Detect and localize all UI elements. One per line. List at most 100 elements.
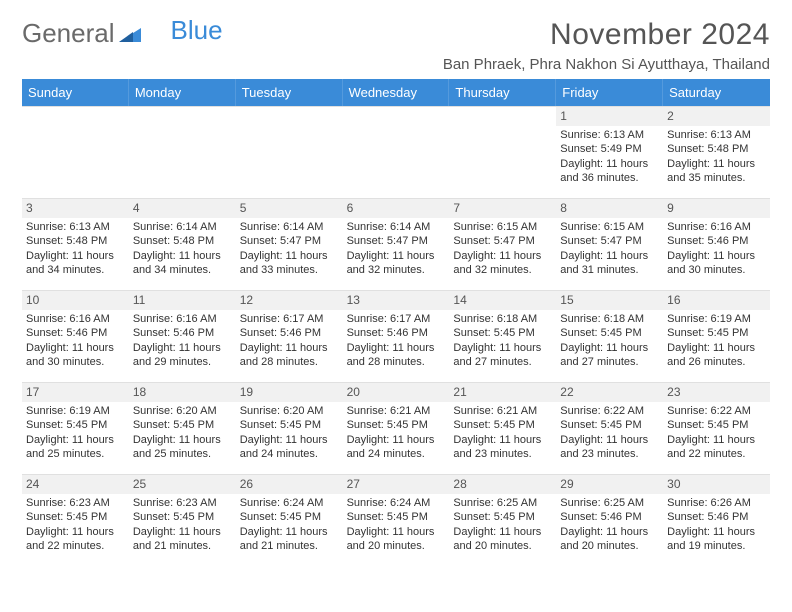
- calendar-cell: 8Sunrise: 6:15 AMSunset: 5:47 PMDaylight…: [556, 198, 663, 290]
- calendar-cell: 12Sunrise: 6:17 AMSunset: 5:46 PMDayligh…: [236, 290, 343, 382]
- cell-line: Sunset: 5:45 PM: [453, 418, 552, 432]
- calendar-cell: 15 Sunrise: 6:18 AMSunset: 5:45 PMDayligh…: [556, 290, 663, 382]
- calendar-cell: 20Sunrise: 6:21 AMSunset: 5:45 PMDayligh…: [343, 382, 450, 474]
- cell-line: Daylight: 11 hours and 20 minutes.: [560, 525, 659, 553]
- calendar-cell: 10Sunrise: 6:16 AMSunset: 5:46 PMDayligh…: [22, 290, 129, 382]
- calendar-cell: 6Sunrise: 6:14 AMSunset: 5:47 PMDaylight…: [343, 198, 450, 290]
- calendar-cell: 2Sunrise: 6:13 AMSunset: 5:48 PMDaylight…: [663, 106, 770, 198]
- cell-line: Sunrise: 6:19 AM: [667, 312, 766, 326]
- cell-line: Daylight: 11 hours and 32 minutes.: [347, 249, 446, 277]
- cell-line: Sunrise: 6:20 AM: [240, 404, 339, 418]
- cell-line: Daylight: 11 hours and 23 minutes.: [560, 433, 659, 461]
- cell-line: Sunset: 5:46 PM: [667, 510, 766, 524]
- cell-line: Sunset: 5:45 PM: [26, 510, 125, 524]
- calendar-cell: 22Sunrise: 6:22 AMSunset: 5:45 PMDayligh…: [556, 382, 663, 474]
- cell-line: Sunrise: 6:16 AM: [26, 312, 125, 326]
- day-number: 8: [556, 199, 663, 218]
- weekday-header: Monday: [129, 79, 236, 106]
- cell-line: Daylight: 11 hours and 24 minutes.: [240, 433, 339, 461]
- cell-line: Sunset: 5:45 PM: [133, 418, 232, 432]
- cell-line: Sunrise: 6:18 AM: [453, 312, 552, 326]
- weekday-header-row: Sunday Monday Tuesday Wednesday Thursday…: [22, 79, 770, 106]
- calendar-page: General Blue November 2024 Ban Phraek, P…: [0, 0, 792, 612]
- calendar-cell: 23Sunrise: 6:22 AMSunset: 5:45 PMDayligh…: [663, 382, 770, 474]
- calendar-cell: ·: [236, 106, 343, 198]
- cell-line: Sunset: 5:48 PM: [667, 142, 766, 156]
- cell-line: Sunrise: 6:24 AM: [347, 496, 446, 510]
- calendar-cell: 24Sunrise: 6:23 AMSunset: 5:45 PMDayligh…: [22, 474, 129, 566]
- day-number: 20: [343, 383, 450, 402]
- cell-line: Sunrise: 6:18 AM: [560, 312, 659, 326]
- cell-line: Sunset: 5:48 PM: [133, 234, 232, 248]
- calendar-cell: 26Sunrise: 6:24 AMSunset: 5:45 PMDayligh…: [236, 474, 343, 566]
- cell-line: Sunrise: 6:23 AM: [26, 496, 125, 510]
- calendar-cell: 11Sunrise: 6:16 AMSunset: 5:46 PMDayligh…: [129, 290, 236, 382]
- cell-line: Sunrise: 6:25 AM: [560, 496, 659, 510]
- day-number: 12: [236, 291, 343, 310]
- cell-line: Daylight: 11 hours and 20 minutes.: [347, 525, 446, 553]
- cell-line: Daylight: 11 hours and 24 minutes.: [347, 433, 446, 461]
- calendar-cell: 29Sunrise: 6:25 AMSunset: 5:46 PMDayligh…: [556, 474, 663, 566]
- cell-line: Daylight: 11 hours and 29 minutes.: [133, 341, 232, 369]
- cell-line: Sunset: 5:45 PM: [667, 326, 766, 340]
- day-number: 2: [663, 107, 770, 126]
- cell-line: Daylight: 11 hours and 20 minutes.: [453, 525, 552, 553]
- cell-line: Daylight: 11 hours and 25 minutes.: [26, 433, 125, 461]
- weekday-header: Tuesday: [236, 79, 343, 106]
- cell-line: Sunrise: 6:14 AM: [133, 220, 232, 234]
- cell-line: Sunset: 5:45 PM: [240, 418, 339, 432]
- cell-line: Sunrise: 6:15 AM: [453, 220, 552, 234]
- calendar-cell: ·: [22, 106, 129, 198]
- day-number: 5: [236, 199, 343, 218]
- day-number: 18: [129, 383, 236, 402]
- day-number: 21: [449, 383, 556, 402]
- cell-line: Sunrise: 6:20 AM: [133, 404, 232, 418]
- day-number: 1: [556, 107, 663, 126]
- calendar-cell: 13Sunrise: 6:17 AMSunset: 5:46 PMDayligh…: [343, 290, 450, 382]
- cell-line: Daylight: 11 hours and 21 minutes.: [240, 525, 339, 553]
- cell-line: Sunrise: 6:23 AM: [133, 496, 232, 510]
- brand-word-2: Blue: [171, 15, 223, 46]
- cell-line: Sunset: 5:46 PM: [133, 326, 232, 340]
- cell-line: Sunrise: 6:14 AM: [240, 220, 339, 234]
- cell-line: Daylight: 11 hours and 27 minutes.: [560, 341, 659, 369]
- day-number: 22: [556, 383, 663, 402]
- calendar-cell: 5Sunrise: 6:14 AMSunset: 5:47 PMDaylight…: [236, 198, 343, 290]
- day-number: 23: [663, 383, 770, 402]
- brand-logo: General Blue: [22, 18, 223, 49]
- cell-line: Daylight: 11 hours and 33 minutes.: [240, 249, 339, 277]
- day-number: 30: [663, 475, 770, 494]
- calendar-cell: ·: [343, 106, 450, 198]
- cell-line: Sunset: 5:45 PM: [26, 418, 125, 432]
- cell-line: Daylight: 11 hours and 36 minutes.: [560, 157, 659, 185]
- cell-line: Daylight: 11 hours and 21 minutes.: [133, 525, 232, 553]
- cell-line: Daylight: 11 hours and 30 minutes.: [26, 341, 125, 369]
- day-number: 24: [22, 475, 129, 494]
- calendar-cell: 16Sunrise: 6:19 AMSunset: 5:45 PMDayligh…: [663, 290, 770, 382]
- day-number: 3: [22, 199, 129, 218]
- cell-line: Sunset: 5:47 PM: [453, 234, 552, 248]
- cell-line: Sunset: 5:47 PM: [347, 234, 446, 248]
- cell-line: Daylight: 11 hours and 25 minutes.: [133, 433, 232, 461]
- cell-line: Daylight: 11 hours and 26 minutes.: [667, 341, 766, 369]
- title-block: November 2024 Ban Phraek, Phra Nakhon Si…: [443, 18, 770, 73]
- cell-line: Daylight: 11 hours and 31 minutes.: [560, 249, 659, 277]
- day-number: 28: [449, 475, 556, 494]
- calendar-cell: 14Sunrise: 6:18 AMSunset: 5:45 PMDayligh…: [449, 290, 556, 382]
- cell-line: Daylight: 11 hours and 34 minutes.: [26, 249, 125, 277]
- calendar-cell: 1Sunrise: 6:13 AMSunset: 5:49 PMDaylight…: [556, 106, 663, 198]
- day-number: 19: [236, 383, 343, 402]
- day-number: 14: [449, 291, 556, 310]
- cell-line: Sunrise: 6:25 AM: [453, 496, 552, 510]
- cell-line: Sunrise: 6:22 AM: [667, 404, 766, 418]
- cell-line: Sunset: 5:49 PM: [560, 142, 659, 156]
- calendar-cell: 28 Sunrise: 6:25 AMSunset: 5:45 PMDayligh…: [449, 474, 556, 566]
- cell-line: Sunset: 5:45 PM: [240, 510, 339, 524]
- cell-line: Sunset: 5:45 PM: [453, 510, 552, 524]
- day-number: 7: [449, 199, 556, 218]
- weekday-header: Sunday: [22, 79, 129, 106]
- calendar-cell: 9Sunrise: 6:16 AMSunset: 5:46 PMDaylight…: [663, 198, 770, 290]
- cell-line: Sunset: 5:45 PM: [133, 510, 232, 524]
- cell-line: Sunset: 5:45 PM: [560, 326, 659, 340]
- day-number: 15: [556, 291, 663, 310]
